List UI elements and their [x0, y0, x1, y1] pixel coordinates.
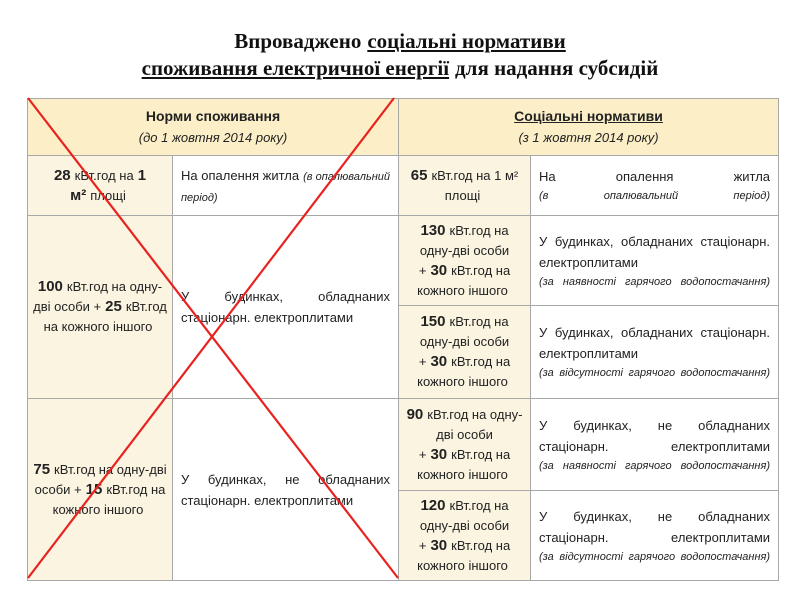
norm-text: 25	[105, 298, 122, 315]
title-line: Впроваджено соціальні нормативи	[0, 28, 800, 55]
use-cell: У будинках, обладнаних стаціонарн. елект…	[530, 305, 780, 399]
norm-text: кВт.год на	[74, 167, 134, 183]
norm-text: площі	[90, 187, 126, 203]
norm-cell: 65 кВт.год на 1 м² площі	[398, 155, 532, 216]
use-note: (в опалювальний період)	[539, 190, 771, 202]
norm-cell: 90 кВт.год на одну-дві особи +30 кВт.год н…	[398, 398, 532, 491]
use-text: У будинках, не обладнаних стаціонарн. ел…	[181, 471, 391, 508]
use-text: У будинках, обладнаних стаціонарн. елект…	[539, 325, 771, 361]
norm-text: 30	[430, 445, 448, 463]
norm-cell: 120 кВт.год на одну-дві особи +30 кВт.год …	[398, 490, 532, 581]
use-cell: У будинках, не обладнаних стаціонарн. ел…	[171, 398, 400, 581]
header-row: Норми споживання (до 1 жовтня 2014 року) С…	[26, 98, 780, 156]
title-text: споживання електричної енергії	[141, 56, 450, 80]
title-text: для надання субсидій	[455, 56, 659, 80]
norm-text: 28	[53, 166, 71, 184]
norm-text: кВт.год на кожного іншого	[417, 262, 511, 298]
use-text: У будинках, обладнаних стаціонарн. елект…	[181, 289, 391, 325]
norm-text: 65	[410, 166, 428, 184]
title-text: Впроваджено	[234, 29, 362, 53]
header-cell: Соціальні нормативи (з 1 жовтня 2014 року…	[398, 98, 780, 156]
title-text: соціальні нормативи	[367, 29, 566, 53]
norm-text: 150	[420, 313, 446, 330]
norm-text: кВт.год на кожного іншого	[417, 537, 511, 573]
use-note: (за відсутності гарячого водопостачання)	[539, 550, 771, 563]
header-title: Соціальні нормативи	[514, 108, 663, 124]
norm-text: 30	[430, 353, 448, 370]
norm-text: 120	[420, 496, 446, 514]
norm-text: 90	[406, 405, 424, 423]
table-row: 28 кВт.год на 1 м² площі На опалення житла (в…	[27, 155, 780, 216]
use-note: (за наявності гарячого водопостачання)	[539, 275, 771, 288]
use-text: На опалення житла	[539, 169, 771, 184]
norm-text: кВт.год на одну-дві особи +	[418, 222, 510, 278]
header-subtitle: (до 1 жовтня 2014 року)	[138, 130, 288, 145]
use-cell: У будинках, обладнаних стаціонарн. елект…	[171, 215, 400, 399]
norm-text: 75	[33, 460, 51, 478]
use-cell: У будинках, не обладнаних стаціонарн. ел…	[530, 490, 780, 581]
title: Впроваджено соціальні нормативи споживанн…	[0, 28, 800, 82]
norm-text: кВт.год на кожного іншого	[417, 354, 511, 389]
use-text: У будинках, не обладнаних стаціонарн. ел…	[539, 417, 771, 454]
norm-text: кВт.год на кожного іншого	[417, 446, 511, 482]
norm-cell: 75 кВт.год на одну-дві особи +15 кВт.год н…	[27, 398, 173, 581]
table-row: 120 кВт.год на одну-дві особи +30 кВт.год …	[28, 490, 780, 581]
norm-text: 15	[85, 480, 103, 498]
use-note: (за наявності гарячого водопостачання)	[539, 459, 771, 472]
norm-cell: 150 кВт.год на одну-дві особи +30 кВт.год …	[398, 305, 532, 399]
table-row: 100 кВт.год на одну-дві особи + 25 кВт.год …	[27, 215, 780, 399]
norm-cell: 100 кВт.год на одну-дві особи +25 кВт.год …	[27, 215, 173, 399]
norm-cell: 130 кВт.год на одну-дві особи +30 кВт.год …	[398, 215, 532, 306]
use-text: У будинках, обладнаних стаціонарн. елект…	[539, 233, 771, 270]
norm-text: кВт.год на одну-дві особи +	[418, 406, 523, 462]
norm-text: кВт.год на одну-дві особи +	[418, 314, 510, 369]
norm-text: кВт.год на одну-дві особи +	[418, 497, 510, 553]
header-cell: Норми споживання (до 1 жовтня 2014 року)	[26, 98, 400, 156]
norm-text: 130	[420, 221, 446, 239]
norm-text: 30	[430, 536, 448, 554]
use-cell: У будинках, обладнаних стаціонарн. елект…	[530, 215, 780, 306]
use-cell: На опалення житла (в опалювальний період)	[171, 155, 400, 216]
use-text: У будинках, не обладнаних стаціонарн. ел…	[539, 508, 771, 545]
norm-text: 30	[430, 261, 448, 279]
table-row: 75 кВт.год на одну-дві особи + 15 кВт.год н…	[27, 398, 780, 581]
table-body: Норми споживання (до 1 жовтня 2014 року) С…	[26, 98, 780, 581]
header-title: Норми споживання	[145, 108, 281, 124]
norm-cell: 28 кВт.год на 1 м² площі	[27, 155, 173, 216]
use-cell: На опалення житла (в опалювальний період)	[530, 155, 780, 216]
use-note: (за відсутності гарячого водопостачання)	[539, 367, 771, 379]
use-text: На опалення житла	[181, 167, 300, 183]
norm-text: кВт.год на 1 м² площі	[431, 167, 519, 203]
norms-table: Норми споживання (до 1 жовтня 2014 року) С…	[26, 98, 780, 581]
norm-text: 100	[37, 278, 63, 295]
header-subtitle: (з 1 жовтня 2014 року)	[518, 130, 659, 145]
use-cell: У будинках, не обладнаних стаціонарн. ел…	[530, 398, 780, 491]
title-line: споживання електричної енергії для наданн…	[0, 55, 800, 82]
